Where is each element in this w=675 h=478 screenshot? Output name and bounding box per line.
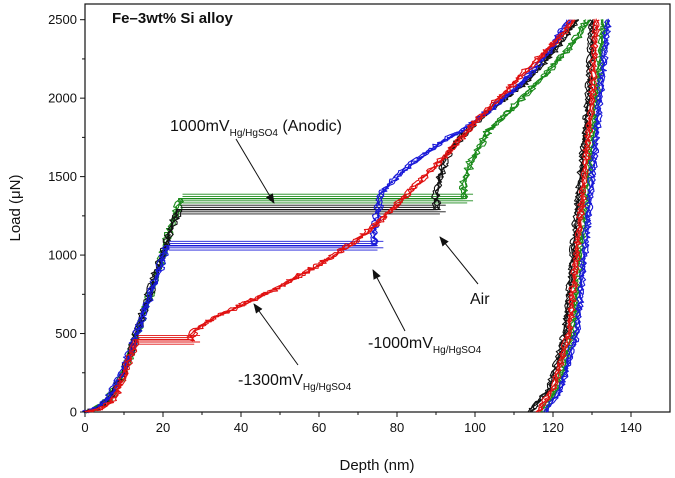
annotation-minus1300: -1300mVHg/HgSO4 [238, 303, 352, 393]
y-tick-label: 2500 [48, 12, 77, 27]
series-1-unloading-curve [527, 20, 593, 413]
annotation-air: Air [439, 236, 490, 308]
series-2-loading-curve [87, 19, 573, 414]
y-tick-label: 1000 [48, 248, 77, 263]
series-3-unloading-curve [536, 19, 600, 413]
annotation-minus1300-label: -1300mVHg/HgSO4 [238, 372, 352, 393]
annotation-anodic: 1000mVHg/HgSO4 (Anodic) [170, 118, 342, 204]
annotation-minus1300-arrow [253, 303, 299, 366]
series-0-loading-curve [84, 19, 589, 413]
annotation-anodic-label: 1000mVHg/HgSO4 (Anodic) [170, 118, 342, 139]
x-tick-label: 140 [620, 420, 642, 435]
annotation-minus1000-arrow [372, 269, 406, 332]
y-axis-title: Load (μN) [7, 174, 24, 241]
x-tick-label: 0 [81, 420, 88, 435]
series-3-loading-curve [85, 19, 575, 413]
annotation-anodic-arrow [235, 138, 275, 204]
series-3-loading-curve [86, 19, 576, 413]
series-0-unloading-curve [542, 19, 609, 413]
y-tick-label: 2000 [48, 91, 77, 106]
series-2-unloading-curve [543, 19, 608, 413]
series-1-loading-curve [83, 19, 576, 413]
series-2-unloading-curve [545, 19, 611, 413]
plot-area [84, 3, 671, 413]
series-0-loading-curve [85, 19, 591, 414]
annotation-air-arrow [439, 236, 479, 285]
series-3-loading-curve [85, 19, 573, 413]
annotation-air-label: Air [470, 291, 490, 308]
series-3 [84, 18, 600, 413]
y-tick-label: 500 [55, 326, 77, 341]
series-1-loading-curve [86, 19, 579, 413]
series-2-loading-curve [81, 19, 568, 413]
x-tick-label: 100 [464, 420, 486, 435]
axis-layer: 0 20 40 60 80 100 120 140 0 500 1000 1500 2000 2500 [48, 12, 642, 435]
x-tick-label: 40 [234, 420, 248, 435]
x-tick-label: 120 [542, 420, 564, 435]
x-axis-title: Depth (nm) [339, 457, 414, 474]
chart-title: Fe–3wt% Si alloy [112, 10, 234, 27]
x-tick-label: 60 [312, 420, 326, 435]
series-1-loading-curve [86, 19, 580, 413]
annotation-minus1000-label: -1000mVHg/HgSO4 [368, 335, 482, 356]
series-3-loading-curve [84, 19, 571, 413]
series-2-loading-curve [83, 19, 570, 414]
y-tick-label: 1500 [48, 169, 77, 184]
series-0-loading-curve [85, 19, 591, 412]
series-0-loading-curve [83, 19, 587, 414]
x-tick-label: 80 [390, 420, 404, 435]
series-1-loading-curve [82, 19, 577, 413]
series-layer [81, 18, 612, 414]
series-2-loading-curve [85, 19, 571, 412]
annotation-minus1000: -1000mVHg/HgSO4 [368, 269, 482, 356]
y-tick-label: 0 [70, 405, 77, 420]
x-tick-label: 20 [156, 420, 170, 435]
series-0-unloading-curve [541, 19, 606, 413]
